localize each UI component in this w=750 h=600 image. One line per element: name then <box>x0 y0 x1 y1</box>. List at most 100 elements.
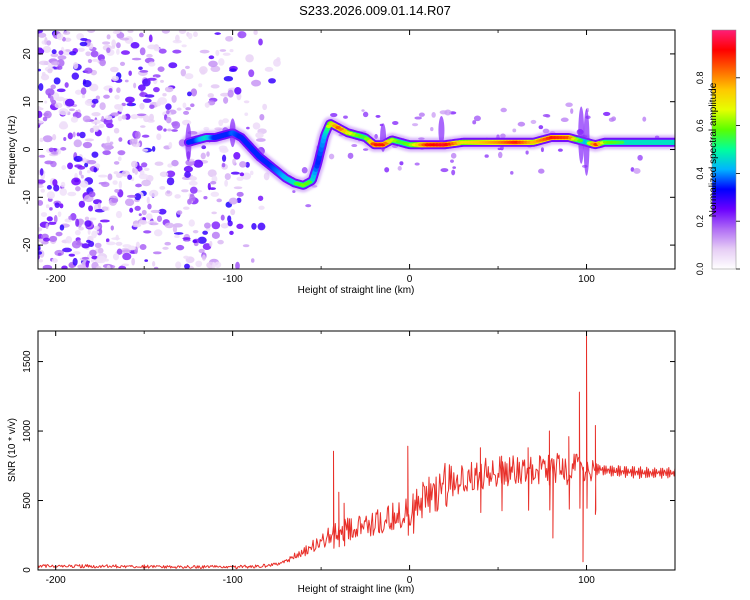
noise-speck <box>86 30 96 33</box>
noise-speck <box>193 31 198 38</box>
noise-speck <box>79 180 89 188</box>
noise-speck <box>80 174 84 179</box>
noise-speck <box>181 189 189 193</box>
noise-speck <box>450 152 457 159</box>
noise-speck <box>229 48 234 53</box>
noise-speck <box>560 117 569 122</box>
ridge-peak <box>367 139 373 143</box>
noise-speck <box>211 231 220 239</box>
noise-speck <box>216 198 222 203</box>
noise-speck <box>82 80 92 88</box>
noise-speck <box>46 40 52 46</box>
noise-speck <box>91 58 99 62</box>
noise-speck <box>65 236 73 244</box>
noise-speck <box>242 244 250 248</box>
noise-speck <box>121 114 127 120</box>
noise-speck <box>159 186 166 190</box>
noise-speck <box>148 222 159 226</box>
y-tick-label: -20 <box>22 237 33 252</box>
noise-speck <box>121 170 130 177</box>
noise-speck <box>82 141 93 149</box>
noise-speck <box>51 151 59 156</box>
noise-speck <box>178 30 187 34</box>
noise-speck <box>193 159 204 168</box>
noise-speck <box>99 102 106 111</box>
noise-speck <box>81 93 86 99</box>
noise-speck <box>93 225 100 231</box>
noise-speck <box>236 176 244 181</box>
noise-speck <box>235 261 240 269</box>
noise-speck <box>50 61 60 66</box>
noise-speck <box>255 138 266 142</box>
noise-speck <box>224 179 229 187</box>
noise-speck <box>525 150 529 155</box>
noise-speck <box>50 84 56 90</box>
noise-speck <box>221 154 227 162</box>
noise-speck <box>143 115 150 123</box>
noise-speck <box>116 248 123 255</box>
noise-speck <box>132 223 142 228</box>
noise-speck <box>139 219 148 225</box>
colorbar-gradient <box>712 30 736 269</box>
noise-speck <box>228 197 238 205</box>
noise-speck <box>175 34 180 42</box>
noise-speck <box>38 68 42 72</box>
noise-speck <box>153 87 160 93</box>
noise-speck <box>153 266 159 269</box>
noise-speck <box>146 196 150 204</box>
noise-speck <box>118 265 127 269</box>
noise-speck <box>115 234 119 241</box>
noise-speck <box>361 109 365 112</box>
noise-speck <box>40 188 46 193</box>
noise-speck <box>45 204 50 209</box>
noise-speck <box>127 30 134 34</box>
noise-speck <box>139 69 149 73</box>
noise-speck <box>136 113 147 117</box>
noise-speck <box>156 215 163 222</box>
noise-speck <box>472 120 477 125</box>
noise-speck <box>60 147 67 151</box>
noise-speck <box>149 189 159 198</box>
noise-speck <box>103 94 110 99</box>
noise-speck <box>224 173 231 181</box>
colorbar-ticks: 0.0 0.2 0.4 0.6 0.8 <box>695 72 740 275</box>
noise-speck <box>134 205 141 211</box>
noise-speck <box>166 109 170 115</box>
noise-speck <box>42 264 53 269</box>
noise-speck <box>162 92 167 97</box>
noise-speck <box>257 195 264 201</box>
noise-speck <box>162 246 169 250</box>
noise-speck <box>234 86 242 95</box>
noise-speck <box>236 197 242 204</box>
noise-speck <box>145 213 153 221</box>
noise-speck <box>119 37 130 41</box>
noise-speck <box>86 169 91 174</box>
noise-speck <box>77 264 87 269</box>
noise-speck <box>110 225 114 231</box>
noise-speck <box>111 45 116 49</box>
noise-speck <box>171 94 177 103</box>
noise-speck <box>227 215 232 223</box>
noise-speck <box>89 127 95 133</box>
noise-speck <box>180 68 187 77</box>
noise-speck <box>38 30 43 34</box>
noise-speck <box>171 129 178 132</box>
noise-speck <box>130 114 139 120</box>
noise-speck <box>82 157 87 163</box>
noise-speck <box>101 41 111 45</box>
noise-speck <box>375 114 381 118</box>
noise-speck <box>98 123 105 128</box>
noise-speck <box>54 102 63 109</box>
noise-speck <box>99 58 106 67</box>
noise-speck <box>203 195 208 200</box>
noise-speck <box>141 179 151 187</box>
noise-speck <box>201 254 206 261</box>
snr-frame <box>37 330 676 571</box>
noise-speck <box>362 148 369 151</box>
noise-speck <box>49 95 54 103</box>
noise-speck <box>77 47 85 52</box>
noise-speck <box>108 87 113 93</box>
noise-speck <box>207 93 214 98</box>
